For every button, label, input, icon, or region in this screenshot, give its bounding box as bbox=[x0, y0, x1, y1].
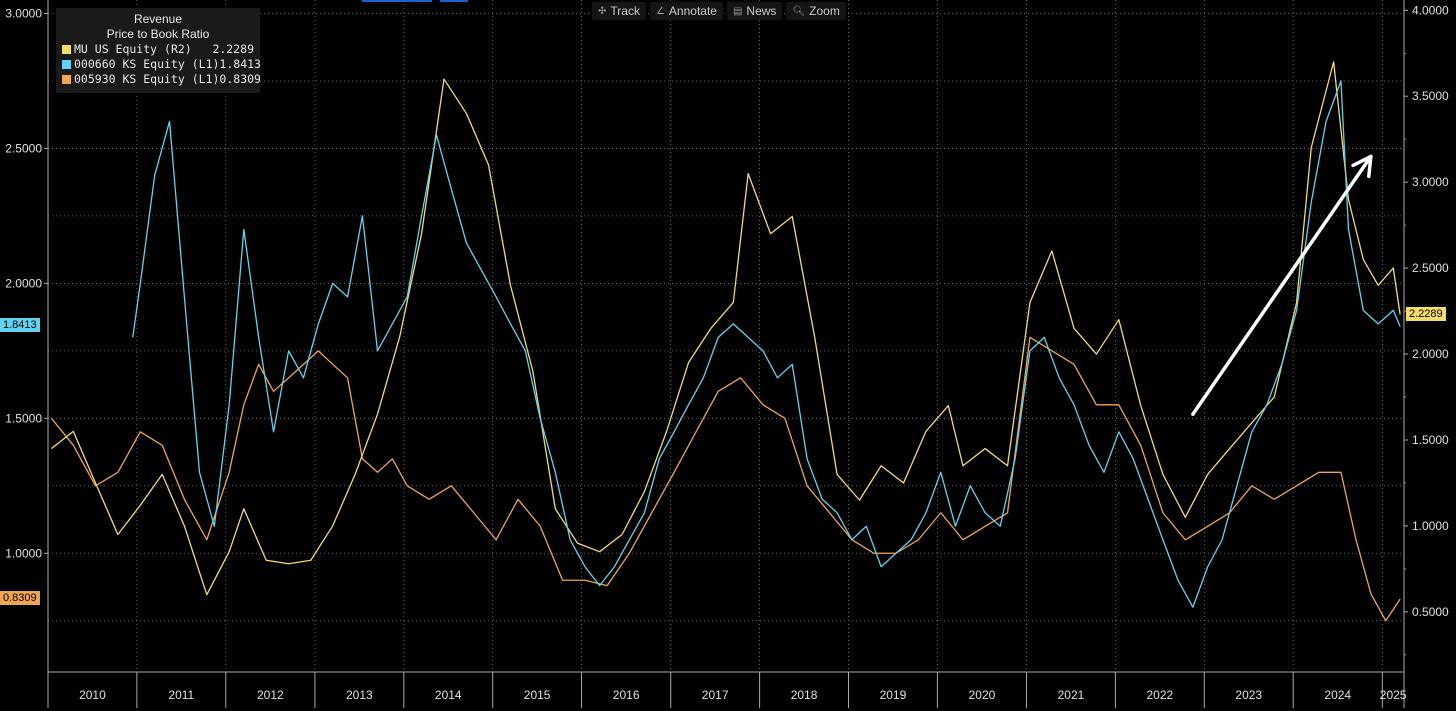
x-tick-label: 2011 bbox=[168, 688, 194, 702]
news-icon: ▤ bbox=[732, 5, 743, 17]
tab-indicator-right bbox=[440, 0, 468, 2]
y-left-tick-label: 3.0000 bbox=[5, 6, 42, 20]
x-tick-label: 2019 bbox=[880, 688, 907, 702]
crosshair-icon: ✣ bbox=[598, 5, 607, 17]
last-value-tag-hynix: 1.8413 bbox=[0, 318, 40, 333]
track-label: Track bbox=[610, 4, 640, 18]
y-left-tick-label: 1.0000 bbox=[5, 546, 42, 560]
legend-last-value: 1.8413 bbox=[219, 57, 261, 71]
x-tick-label: 2015 bbox=[524, 688, 551, 702]
tab-indicator-left bbox=[362, 0, 432, 2]
y-left-tick-label: 2.0000 bbox=[5, 276, 42, 290]
x-tick-label: 2021 bbox=[1058, 688, 1085, 702]
x-tick-label: 2014 bbox=[435, 688, 462, 702]
track-button[interactable]: ✣ Track bbox=[592, 2, 646, 20]
magnifier-icon: 🔍︎ bbox=[792, 5, 806, 17]
legend-axis: (L1) bbox=[191, 72, 220, 86]
legend-entry-hynix[interactable]: 000660 KS Equity (L1) 1.8413 bbox=[62, 57, 261, 72]
axes: 1.0000 1.5000 2.0000 2.5000 3.0000 0.5000 1.00… bbox=[5, 0, 1449, 708]
chart-title: Revenue bbox=[133, 12, 183, 26]
annotate-button[interactable]: ∠ Annotate bbox=[649, 2, 723, 20]
legend-axis: (R2) bbox=[164, 42, 192, 56]
x-tick-label: 2024 bbox=[1324, 688, 1351, 702]
legend-series-name: 005930 KS Equity bbox=[74, 72, 185, 86]
legend-swatch bbox=[62, 45, 71, 54]
trend-arrow-head bbox=[1351, 154, 1373, 179]
x-tick-label: 2016 bbox=[613, 688, 640, 702]
y-right-tick-label: 2.0000 bbox=[1412, 347, 1449, 361]
x-tick-label: 2012 bbox=[257, 688, 284, 702]
legend-swatch bbox=[62, 75, 71, 84]
y-right-tick-label: 0.5000 bbox=[1412, 605, 1449, 619]
legend-swatch bbox=[62, 60, 71, 69]
y-right-tick-label: 1.0000 bbox=[1412, 519, 1449, 533]
series-line-hynix bbox=[132, 80, 1401, 608]
x-tick-label: 2022 bbox=[1147, 688, 1174, 702]
x-tick-label: 2018 bbox=[791, 688, 818, 702]
annotation-layer bbox=[1191, 154, 1373, 416]
legend-axis: (L1) bbox=[191, 57, 220, 71]
legend-entry-samsung[interactable]: 005930 KS Equity (L1) 0.8309 bbox=[62, 72, 261, 87]
legend-last-value: 0.8309 bbox=[219, 72, 261, 86]
chart-subtitle: Price to Book Ratio bbox=[106, 27, 210, 41]
series-layer bbox=[50, 61, 1401, 622]
trend-arrow bbox=[1191, 154, 1373, 416]
legend-entry-mu[interactable]: MU US Equity (R2) 2.2289 bbox=[62, 42, 254, 57]
legend-series-name: MU US Equity bbox=[74, 42, 158, 56]
series-line-samsung bbox=[50, 336, 1401, 622]
y-left-tick-label: 2.5000 bbox=[5, 141, 42, 155]
last-value-tag-mu: 2.2289 bbox=[1406, 306, 1446, 321]
news-label: News bbox=[746, 4, 777, 18]
y-right-tick-label: 3.5000 bbox=[1412, 89, 1449, 103]
news-button[interactable]: ▤ News bbox=[726, 2, 783, 20]
chart-toolbar: ✣ Track ∠ Annotate ▤ News 🔍︎ Zoom bbox=[592, 2, 846, 20]
y-right-tick-label: 4.0000 bbox=[1412, 3, 1449, 17]
x-tick-label: 2017 bbox=[702, 688, 729, 702]
series-line-mu bbox=[51, 61, 1401, 596]
zoom-button[interactable]: 🔍︎ Zoom bbox=[786, 2, 846, 20]
annotate-label: Annotate bbox=[668, 4, 717, 18]
legend-last-value: 2.2289 bbox=[212, 42, 254, 56]
y-right-tick-label: 2.5000 bbox=[1412, 261, 1449, 275]
y-left-tick-label: 1.5000 bbox=[5, 411, 42, 425]
legend: Revenue Price to Book Ratio MU US Equity… bbox=[56, 8, 261, 93]
x-tick-label: 2025 bbox=[1380, 688, 1407, 702]
x-tick-label: 2020 bbox=[969, 688, 996, 702]
y-right-tick-label: 1.5000 bbox=[1412, 433, 1449, 447]
grid-lines bbox=[48, 0, 1404, 672]
x-tick-label: 2013 bbox=[346, 688, 373, 702]
pencil-icon: ∠ bbox=[655, 5, 665, 17]
x-tick-label: 2010 bbox=[79, 688, 106, 702]
last-value-tag-samsung: 0.8309 bbox=[0, 590, 40, 605]
zoom-label: Zoom bbox=[809, 4, 840, 18]
y-right-tick-label: 3.0000 bbox=[1412, 175, 1449, 189]
legend-series-name: 000660 KS Equity bbox=[74, 57, 185, 71]
x-tick-label: 2023 bbox=[1235, 688, 1262, 702]
